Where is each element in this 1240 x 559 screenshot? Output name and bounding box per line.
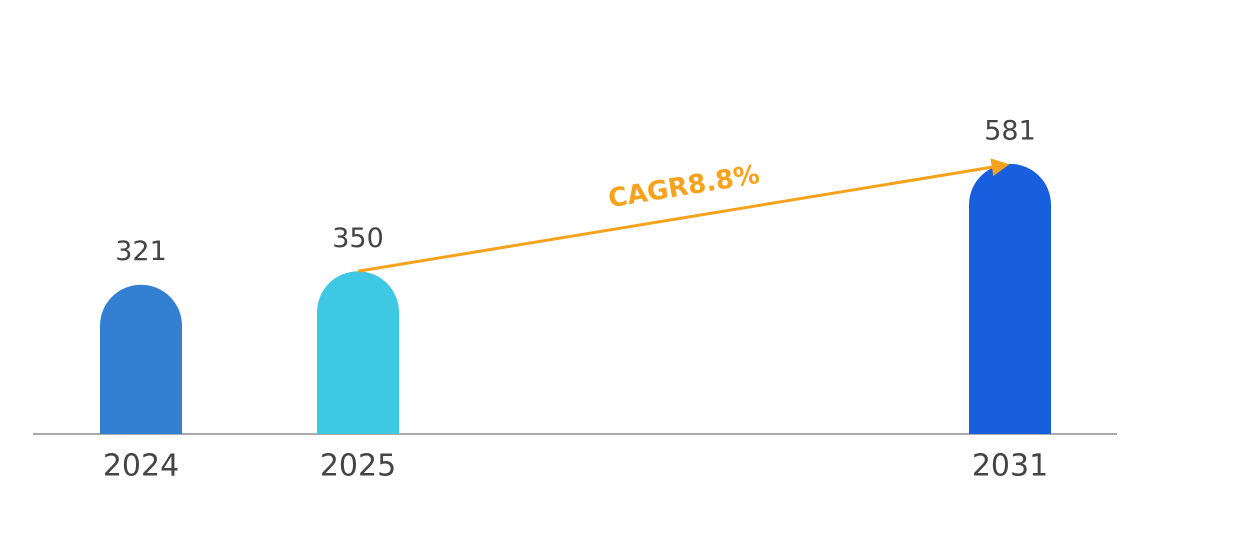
x-tick-label: 2031 — [972, 449, 1048, 484]
x-tick-label: 2025 — [320, 449, 396, 484]
value-label: 581 — [984, 115, 1036, 146]
x-tick-label: 2024 — [103, 449, 179, 484]
bar — [969, 163, 1051, 434]
cagr-label: CAGR8.8% — [606, 160, 762, 214]
bar — [100, 284, 182, 434]
value-label: 350 — [332, 223, 384, 254]
value-label: 321 — [115, 236, 167, 267]
cagr-arrow — [357, 158, 1010, 273]
bar — [317, 271, 399, 434]
